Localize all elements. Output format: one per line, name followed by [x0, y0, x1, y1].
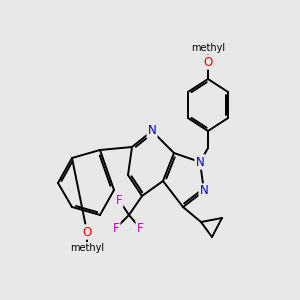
Text: methyl: methyl — [191, 43, 225, 53]
Text: F: F — [116, 194, 122, 206]
Text: N: N — [148, 124, 156, 137]
Text: F: F — [113, 221, 119, 235]
Text: N: N — [196, 155, 204, 169]
Text: O: O — [203, 56, 213, 68]
Text: O: O — [82, 226, 91, 238]
Text: F: F — [137, 221, 143, 235]
Text: N: N — [200, 184, 208, 197]
Text: methyl: methyl — [70, 243, 104, 253]
